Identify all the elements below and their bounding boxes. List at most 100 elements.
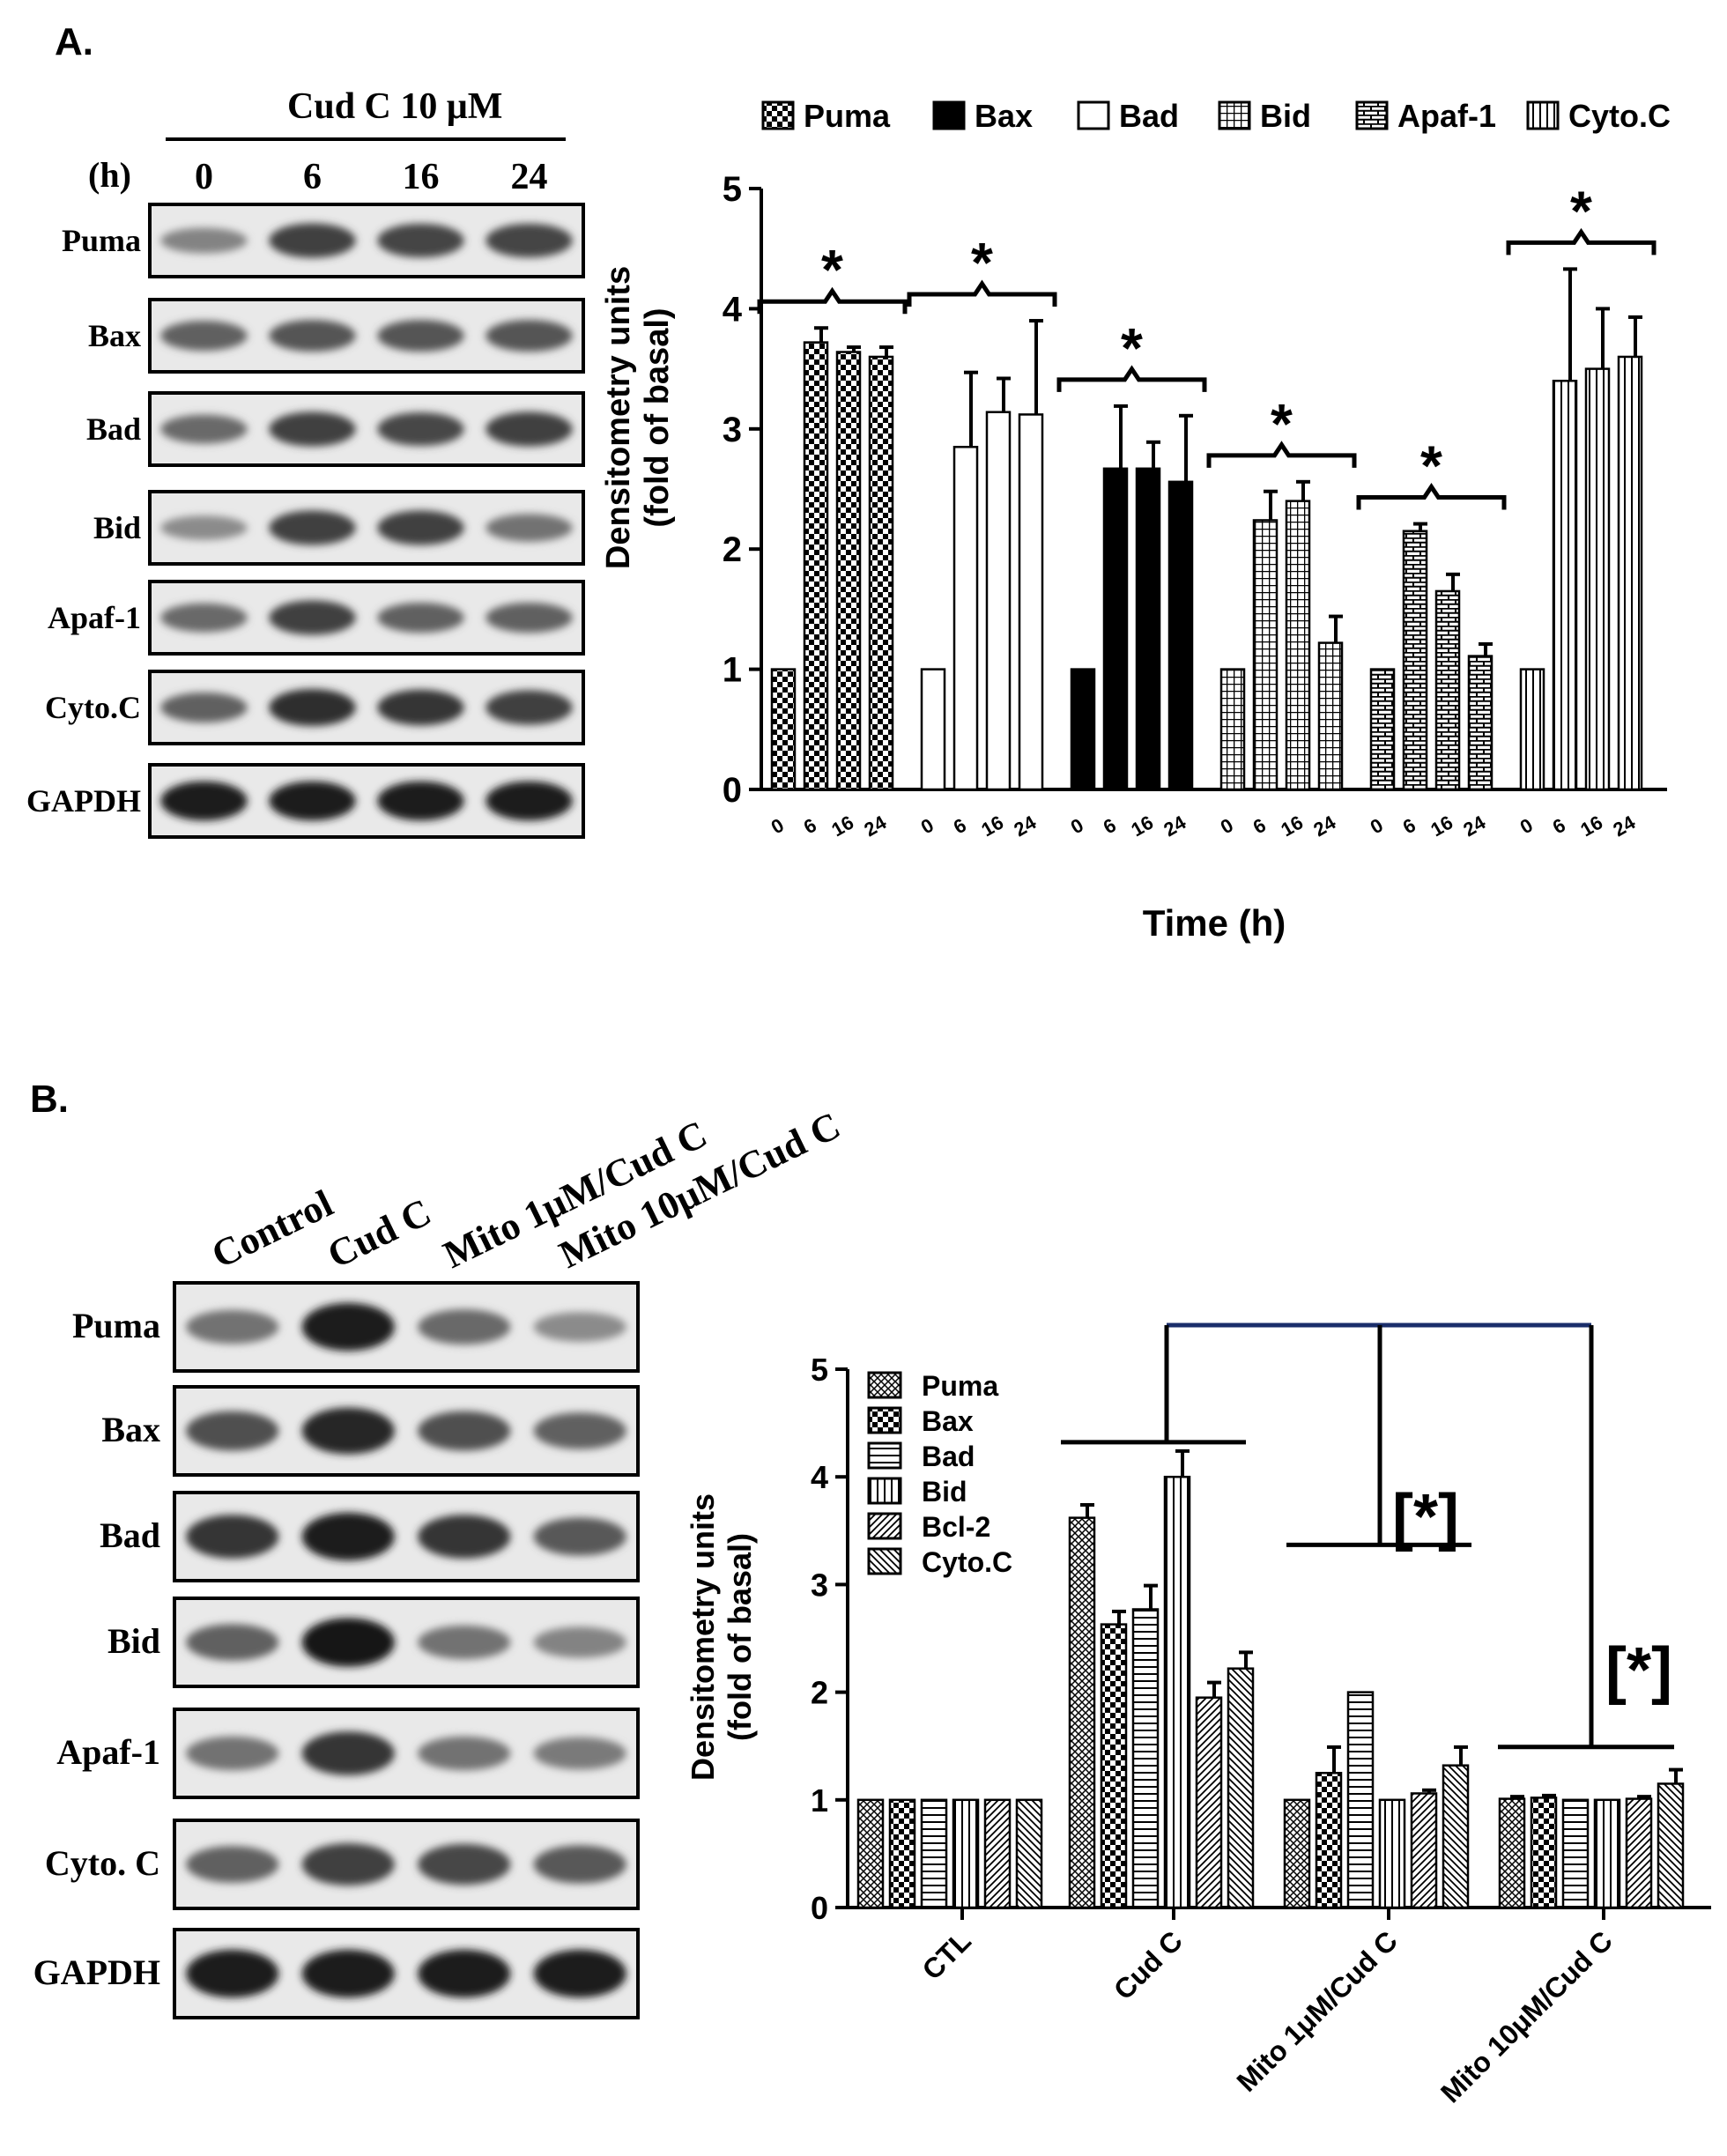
legend-swatch	[932, 100, 966, 130]
blot-band	[160, 692, 248, 723]
y-axis-label: Densitometry units	[600, 266, 637, 569]
bar-cyto-c-cud-c	[1227, 1667, 1255, 1909]
significance-star: [*]	[1392, 1482, 1459, 1552]
blot-row-cyto-c: Cyto.C	[45, 670, 585, 745]
bar-group-apaf-1: 0 6 16 24 *	[1356, 434, 1507, 841]
x-tick-label: 0	[1367, 814, 1387, 839]
legend-label: Bax	[922, 1405, 974, 1437]
blot-band	[418, 1736, 511, 1771]
legend-item-cyto-c: Cyto.C	[1526, 98, 1671, 134]
blot-row-label: Apaf-1	[56, 1732, 160, 1772]
x-tick-label: 0	[1067, 814, 1087, 839]
blot-band	[533, 1517, 626, 1556]
bar-puma-16	[835, 351, 862, 791]
blot-frame	[148, 763, 585, 839]
blot-band	[160, 227, 248, 254]
blot-row-label: Bid	[107, 1621, 160, 1661]
y-tick-label: 0	[811, 1890, 828, 1926]
significance-star: [*]	[1605, 1635, 1672, 1706]
y-tick-label: 3	[811, 1567, 828, 1603]
blot-frame	[148, 670, 585, 745]
bar-puma-mito-10-m-cud-c	[1498, 1797, 1526, 1909]
legend-swatch	[867, 1441, 902, 1470]
bar-puma-cud-c	[1068, 1516, 1096, 1909]
legend-swatch	[1218, 100, 1251, 130]
bar-bax-0	[1070, 668, 1096, 791]
blot-b-lane-label: Cud C	[321, 1190, 437, 1277]
legend-label: Bid	[1260, 98, 1311, 134]
x-tick-label: Mito 10μM/Cud C	[1434, 1924, 1619, 2108]
bar-bid-0	[1219, 668, 1246, 791]
blot-band	[269, 223, 356, 258]
bar-bax-6	[1102, 467, 1129, 791]
blot-a-lane-label: 24	[511, 157, 548, 197]
bar-cyto-c-16	[1584, 367, 1611, 791]
y-tick-label: 4	[723, 290, 743, 329]
significance-bracket	[1506, 227, 1657, 256]
x-tick-label: Mito 1μM/Cud C	[1231, 1924, 1404, 2097]
blot-band	[485, 602, 573, 633]
bar-puma-mito-1-m-cud-c	[1283, 1798, 1311, 1909]
bar-puma-6	[803, 341, 829, 791]
bar-apaf-1-24	[1467, 655, 1494, 791]
y-tick-label: 2	[723, 530, 742, 569]
legend-item-apaf-1: Apaf-1	[1355, 98, 1496, 134]
bar-bad-6	[952, 446, 979, 791]
blot-row-bid: Bid	[93, 490, 585, 566]
legend-swatch	[1355, 100, 1389, 130]
legend-label: Bax	[975, 98, 1033, 134]
blot-band	[377, 223, 464, 258]
blot-band	[377, 411, 464, 447]
blot-band	[418, 1949, 511, 1998]
legend-item-bax: Bax	[932, 98, 1033, 134]
bar-bax-cud-c	[1100, 1623, 1128, 1909]
blot-band	[186, 1846, 279, 1883]
x-tick-label: 24	[1010, 811, 1040, 841]
bar-bad-24	[1018, 413, 1044, 791]
x-tick-label: 0	[1217, 814, 1237, 839]
bar-group-cud-c: Cud C	[1068, 1448, 1255, 2006]
blot-band	[485, 514, 573, 542]
blot-row-bax: Bax	[88, 298, 585, 374]
x-tick-label: 6	[1249, 814, 1270, 839]
blot-frame	[148, 490, 585, 566]
significance-bracket	[757, 286, 908, 315]
blot-band	[485, 223, 573, 258]
bar-bad-mito-10-m-cud-c	[1561, 1798, 1590, 1909]
bar-cyto-c-mito-1-m-cud-c	[1442, 1764, 1470, 1909]
blot-band	[533, 1949, 626, 1998]
significance-bracket	[1056, 365, 1207, 392]
bar-group-bax: 0 6 16 24 *	[1056, 316, 1207, 841]
blot-row-bad: Bad	[86, 391, 585, 467]
legend-swatch	[867, 1406, 902, 1434]
bar-bid-24	[1317, 641, 1344, 791]
blot-band	[485, 411, 573, 447]
bar-cyto-c-ctl	[1015, 1798, 1043, 1909]
blot-frame	[148, 391, 585, 467]
bar-group-bad: 0 6 16 24 *	[907, 231, 1057, 841]
blot-b-lane-label: Control	[205, 1182, 340, 1277]
bar-bad-16	[985, 411, 1012, 791]
blot-row-label: Apaf-1	[48, 600, 141, 635]
y-tick-label: 5	[811, 1352, 828, 1388]
blot-band	[186, 1309, 279, 1345]
legend-label: Cyto.C	[922, 1546, 1012, 1578]
blot-row-apaf-1: Apaf-1	[56, 1708, 640, 1799]
blot-row-label: Cyto. C	[45, 1843, 160, 1883]
legend-label: Bad	[1119, 98, 1179, 134]
legend-label: Bad	[922, 1441, 975, 1472]
significance-star: *	[971, 231, 993, 294]
blot-band	[301, 1949, 395, 1998]
blot-frame	[148, 298, 585, 374]
bar-bad-cud-c	[1131, 1608, 1160, 1909]
x-tick-label: 6	[1100, 814, 1120, 839]
blot-band	[533, 1312, 626, 1342]
bar-group-mito-1-m-cud-c: Mito 1μM/Cud C	[1231, 1691, 1470, 2098]
blot-band	[301, 1731, 395, 1775]
x-tick-label: 6	[1549, 814, 1569, 839]
legend-swatch	[867, 1371, 902, 1399]
blot-band	[377, 689, 464, 726]
blot-band	[485, 781, 573, 821]
blot-band	[301, 1618, 395, 1667]
